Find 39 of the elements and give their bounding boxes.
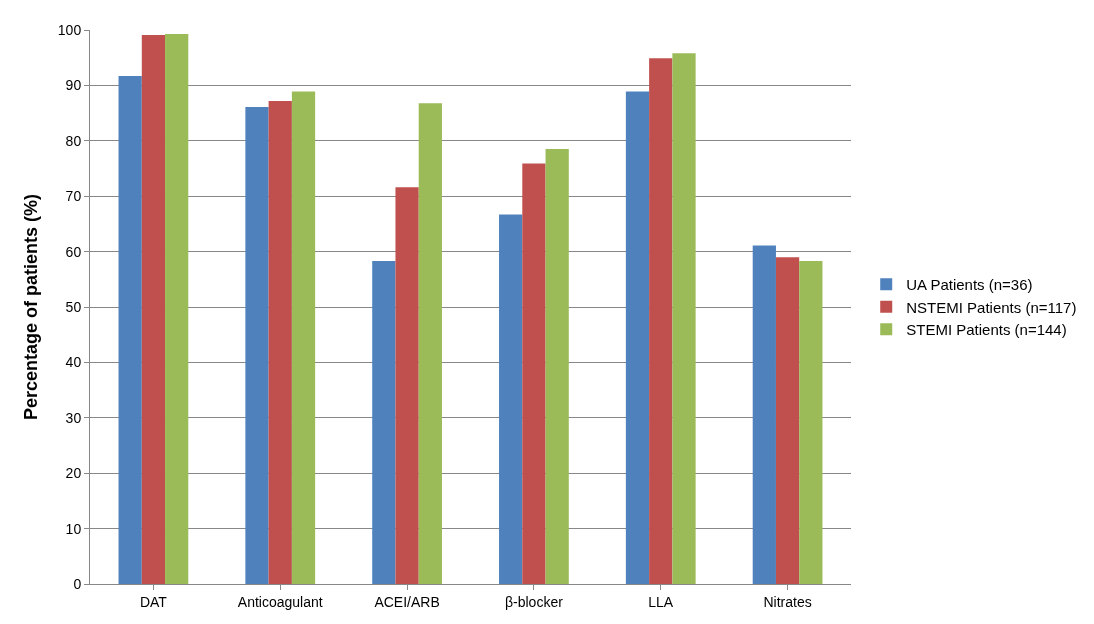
x-tick-label: Nitrates — [763, 593, 812, 610]
x-tick-label: Anticoagulant — [237, 593, 323, 610]
bar — [752, 245, 776, 584]
bar — [672, 53, 696, 584]
bar — [418, 103, 442, 584]
y-tick-label: 40 — [65, 354, 82, 371]
y-tick-label: 70 — [65, 188, 82, 205]
y-tick-label: 0 — [73, 575, 82, 592]
y-tick-label: 80 — [65, 132, 82, 149]
bar — [522, 163, 546, 584]
bar — [245, 107, 269, 584]
y-tick-label: 10 — [65, 520, 82, 537]
y-tick-label: 90 — [65, 77, 82, 94]
x-tick-label: LLA — [648, 593, 674, 610]
bar — [625, 91, 650, 584]
y-tick-label: 30 — [65, 409, 82, 426]
y-axis-title: Percentage of patients (%) — [21, 193, 42, 421]
bar — [165, 33, 189, 584]
bar — [775, 257, 800, 584]
legend-label: NSTEMI Patients (n=117) — [906, 298, 1077, 316]
x-tick-label: ACEI/ARB — [374, 593, 440, 610]
y-tick-label: 100 — [57, 21, 82, 38]
bar — [649, 58, 673, 584]
bar — [118, 75, 142, 584]
x-tick-label: β-blocker — [504, 593, 564, 610]
bar — [268, 100, 292, 584]
bar — [372, 261, 396, 584]
bar — [799, 261, 823, 584]
bar — [545, 149, 569, 584]
bar — [291, 91, 316, 584]
y-tick-label: 50 — [65, 298, 82, 315]
legend-label: UA Patients (n=36) — [906, 276, 1033, 294]
bar — [499, 214, 523, 584]
y-tick-label: 20 — [65, 465, 82, 482]
bar — [141, 34, 166, 584]
bar — [395, 187, 419, 584]
y-tick-label: 60 — [65, 243, 82, 260]
x-tick-label: DAT — [139, 593, 168, 610]
legend-label: STEMI Patients (n=144) — [906, 321, 1067, 339]
